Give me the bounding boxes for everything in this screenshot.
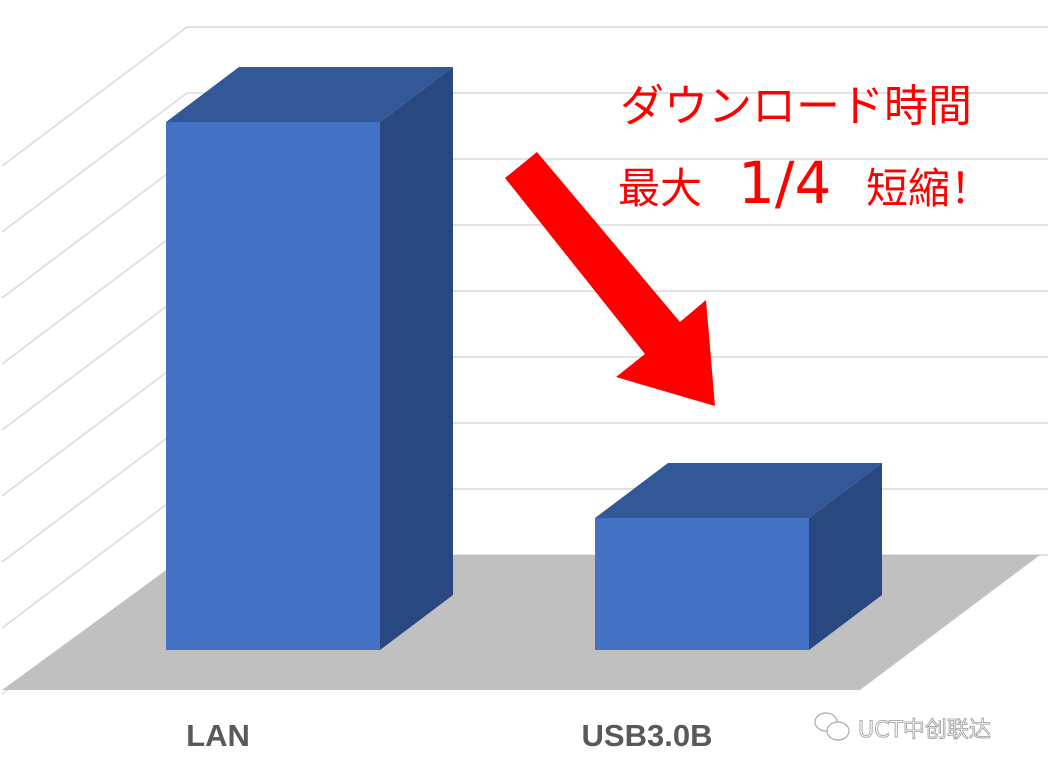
bar-usb3.0b xyxy=(595,463,882,650)
wechat-icon xyxy=(814,712,850,741)
bar-side-face xyxy=(809,463,882,650)
chart-floor xyxy=(2,555,1040,690)
gridline xyxy=(1,356,1048,497)
gridline xyxy=(1,224,1048,365)
watermark-text: UCT中创联达 xyxy=(858,718,991,743)
category-label-lan: LAN xyxy=(186,718,250,753)
annotation-prefix: 最大 xyxy=(618,164,702,213)
annotation-line1: ダウンロード時間 xyxy=(620,81,972,132)
bars xyxy=(166,67,882,650)
gridline xyxy=(1,92,1048,233)
bar-top-face xyxy=(595,463,882,518)
gridline xyxy=(1,422,1048,563)
annotation-suffix: 短縮！ xyxy=(866,164,992,213)
bar-top-face xyxy=(166,67,453,122)
bar-front-face xyxy=(166,122,380,650)
category-label-usb: USB3.0B xyxy=(582,718,713,753)
bar-front-face xyxy=(595,518,809,650)
gridline xyxy=(1,290,1048,431)
bar-side-face xyxy=(380,67,453,650)
red-arrow xyxy=(505,152,715,406)
annotation-ratio: 1/4 xyxy=(738,149,831,217)
bar-lan xyxy=(166,67,453,650)
gridline xyxy=(1,26,1048,167)
